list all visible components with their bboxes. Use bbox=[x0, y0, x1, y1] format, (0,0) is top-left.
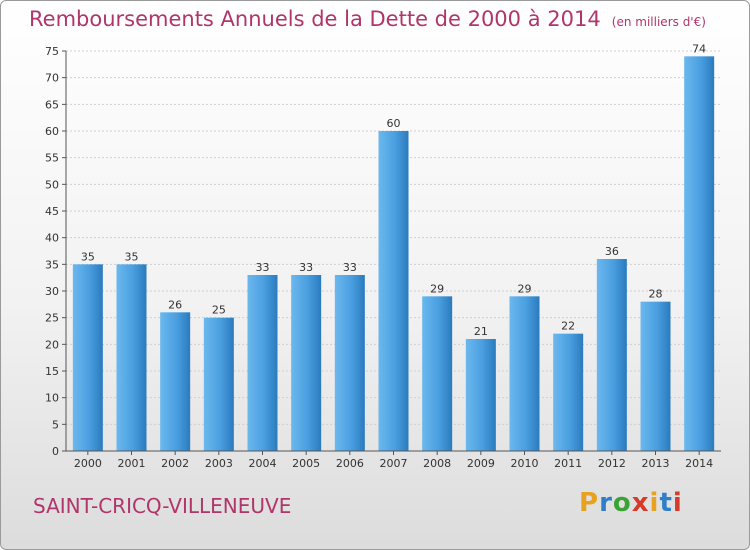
bar bbox=[160, 312, 191, 451]
bar bbox=[116, 264, 147, 451]
x-tick-label: 2004 bbox=[249, 457, 277, 470]
bar-value-label: 25 bbox=[212, 304, 226, 317]
x-tick-label: 2006 bbox=[336, 457, 364, 470]
bar-value-label: 35 bbox=[81, 250, 95, 263]
logo-letter: r bbox=[599, 488, 613, 518]
y-tick-label: 65 bbox=[45, 98, 59, 111]
y-tick-label: 55 bbox=[45, 152, 59, 165]
x-tick-label: 2010 bbox=[511, 457, 539, 470]
y-tick-label: 50 bbox=[45, 178, 59, 191]
x-tick-label: 2011 bbox=[554, 457, 582, 470]
bar-value-label: 74 bbox=[692, 42, 706, 55]
bar bbox=[422, 296, 453, 451]
x-tick-label: 2009 bbox=[467, 457, 495, 470]
y-tick-label: 15 bbox=[45, 365, 59, 378]
bar bbox=[334, 275, 365, 451]
x-tick-label: 2002 bbox=[161, 457, 189, 470]
bar-value-label: 60 bbox=[387, 117, 401, 130]
logo-letter: i bbox=[672, 488, 683, 518]
y-tick-label: 35 bbox=[45, 258, 59, 271]
bar bbox=[247, 275, 278, 451]
y-tick-label: 75 bbox=[45, 45, 59, 58]
y-tick-label: 0 bbox=[52, 445, 59, 458]
proxiti-logo: Proxiti bbox=[579, 488, 683, 518]
y-tick-label: 60 bbox=[45, 125, 59, 138]
bar-value-label: 33 bbox=[256, 261, 270, 274]
bar-value-label: 36 bbox=[605, 245, 619, 258]
bar bbox=[465, 339, 496, 451]
y-tick-label: 5 bbox=[52, 418, 59, 431]
chart-title-text: Remboursements Annuels de la Dette de 20… bbox=[29, 7, 601, 31]
logo-letter: P bbox=[579, 488, 600, 518]
logo-letter: o bbox=[612, 488, 632, 518]
unit-label: (en milliers d'€) bbox=[611, 15, 706, 29]
bar-value-label: 28 bbox=[649, 288, 663, 301]
bar bbox=[509, 296, 540, 451]
logo-letter: i bbox=[649, 488, 660, 518]
y-tick-label: 20 bbox=[45, 338, 59, 351]
bars: 35 35 26 25 33 33 33 60 29 21 29 22 36 28 74 bbox=[72, 42, 715, 451]
bar bbox=[553, 333, 584, 451]
bar bbox=[72, 264, 103, 451]
logo-letter: t bbox=[659, 488, 673, 518]
axes: 0 5 10 15 20 25 30 35 40 45 50 55 60 65 70 75 2000 2001 20… bbox=[45, 45, 721, 470]
y-tick-label: 40 bbox=[45, 232, 59, 245]
x-tick-label: 2007 bbox=[380, 457, 408, 470]
commune-name: SAINT-CRICQ-VILLENEUVE bbox=[33, 494, 292, 518]
bar-value-label: 22 bbox=[561, 320, 575, 333]
y-tick-label: 45 bbox=[45, 205, 59, 218]
bar-value-label: 26 bbox=[168, 298, 182, 311]
bar-value-label: 29 bbox=[430, 282, 444, 295]
x-tick-label: 2013 bbox=[642, 457, 670, 470]
bar bbox=[640, 301, 671, 451]
bar-value-label: 21 bbox=[474, 325, 488, 338]
x-tick-label: 2001 bbox=[118, 457, 146, 470]
chart-title: Remboursements Annuels de la Dette de 20… bbox=[29, 7, 706, 31]
bar-value-label: 33 bbox=[299, 261, 313, 274]
x-tick-label: 2014 bbox=[685, 457, 713, 470]
bar bbox=[684, 56, 715, 451]
y-tick-label: 30 bbox=[45, 285, 59, 298]
x-tick-label: 2003 bbox=[205, 457, 233, 470]
x-tick-label: 2005 bbox=[292, 457, 320, 470]
logo-letter: x bbox=[631, 488, 650, 518]
bar-value-label: 33 bbox=[343, 261, 357, 274]
y-tick-label: 25 bbox=[45, 312, 59, 325]
bar bbox=[378, 131, 409, 451]
x-tick-label: 2012 bbox=[598, 457, 626, 470]
y-tick-label: 10 bbox=[45, 392, 59, 405]
bar bbox=[291, 275, 322, 451]
bar bbox=[203, 317, 234, 451]
x-tick-label: 2008 bbox=[423, 457, 451, 470]
x-tick-label: 2000 bbox=[74, 457, 102, 470]
bar-value-label: 35 bbox=[125, 250, 139, 263]
bar bbox=[596, 259, 627, 451]
bar-value-label: 29 bbox=[518, 282, 532, 295]
y-tick-label: 70 bbox=[45, 72, 59, 85]
